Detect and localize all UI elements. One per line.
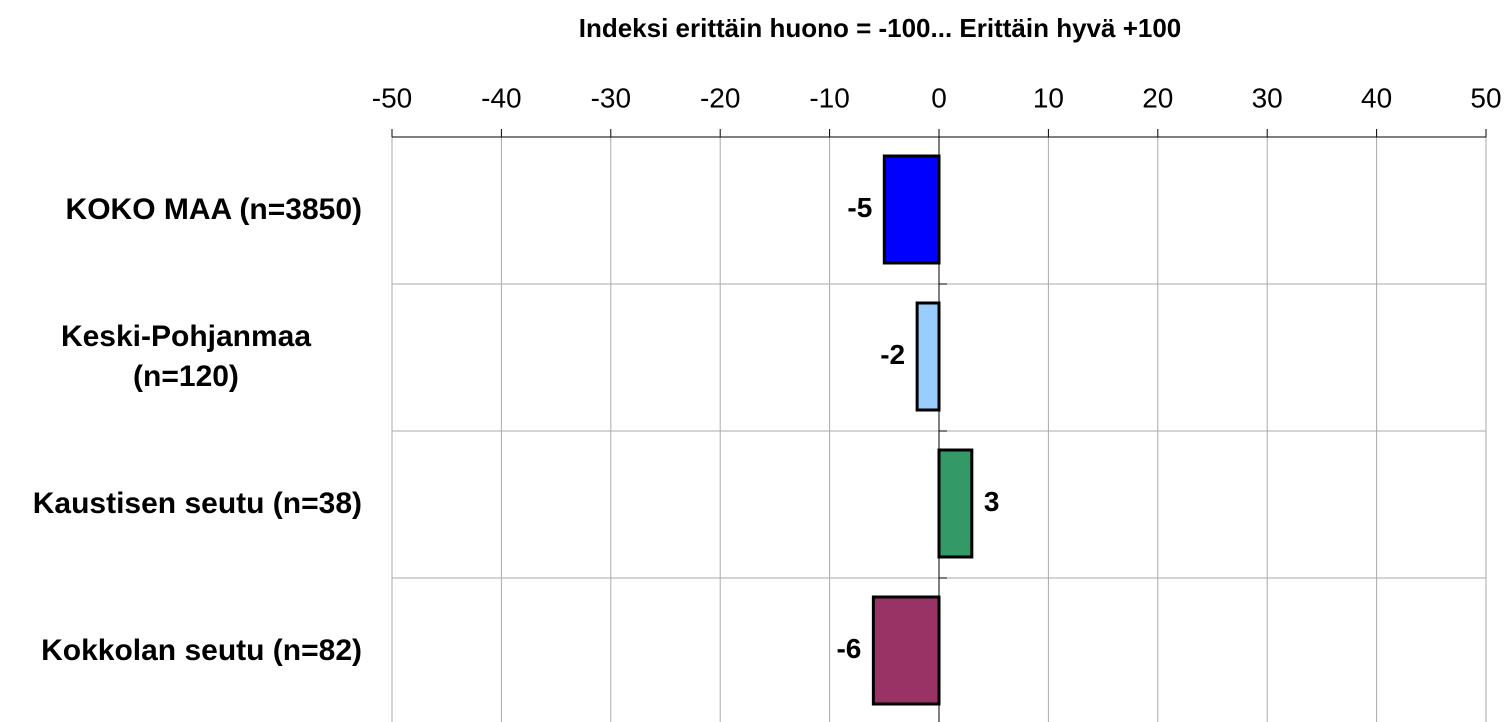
x-tick-label: 20 [1142,82,1173,113]
bar [915,301,941,412]
chart-title: Indeksi erittäin huono = -100... Erittäi… [579,13,1182,43]
x-tick-label: -10 [809,82,849,113]
category-label-box: Kaustisen seutu (n=38) [0,444,362,564]
category-label-box: KOKO MAA (n=3850) [0,150,362,270]
data-label: -6 [836,633,861,664]
category-label-box: Keski-Pohjanmaa (n=120) [0,297,362,417]
bar [871,595,941,706]
x-tick-label: 40 [1361,82,1392,113]
x-tick-label: 10 [1033,82,1064,113]
y-tick-label: Kokkolan seutu (n=82) [41,633,362,667]
bar [882,154,941,265]
x-tick-label: 30 [1252,82,1283,113]
x-tick-label: 0 [931,82,947,113]
category-label-box: Kokkolan seutu (n=82) [0,591,362,711]
y-tick-label: Keski-Pohjanmaa (n=120) [60,319,312,393]
data-label: 3 [984,486,1000,517]
x-tick-label: 50 [1470,82,1501,113]
x-tick-label: -20 [700,82,740,113]
x-tick-label: -50 [372,82,412,113]
y-tick-label: Kaustisen seutu (n=38) [32,486,362,520]
y-tick-label: KOKO MAA (n=3850) [65,192,362,226]
data-label: -5 [847,192,872,223]
x-tick-label: -40 [481,82,521,113]
data-label: -2 [880,339,905,370]
bar [937,448,974,559]
x-tick-label: -30 [591,82,631,113]
